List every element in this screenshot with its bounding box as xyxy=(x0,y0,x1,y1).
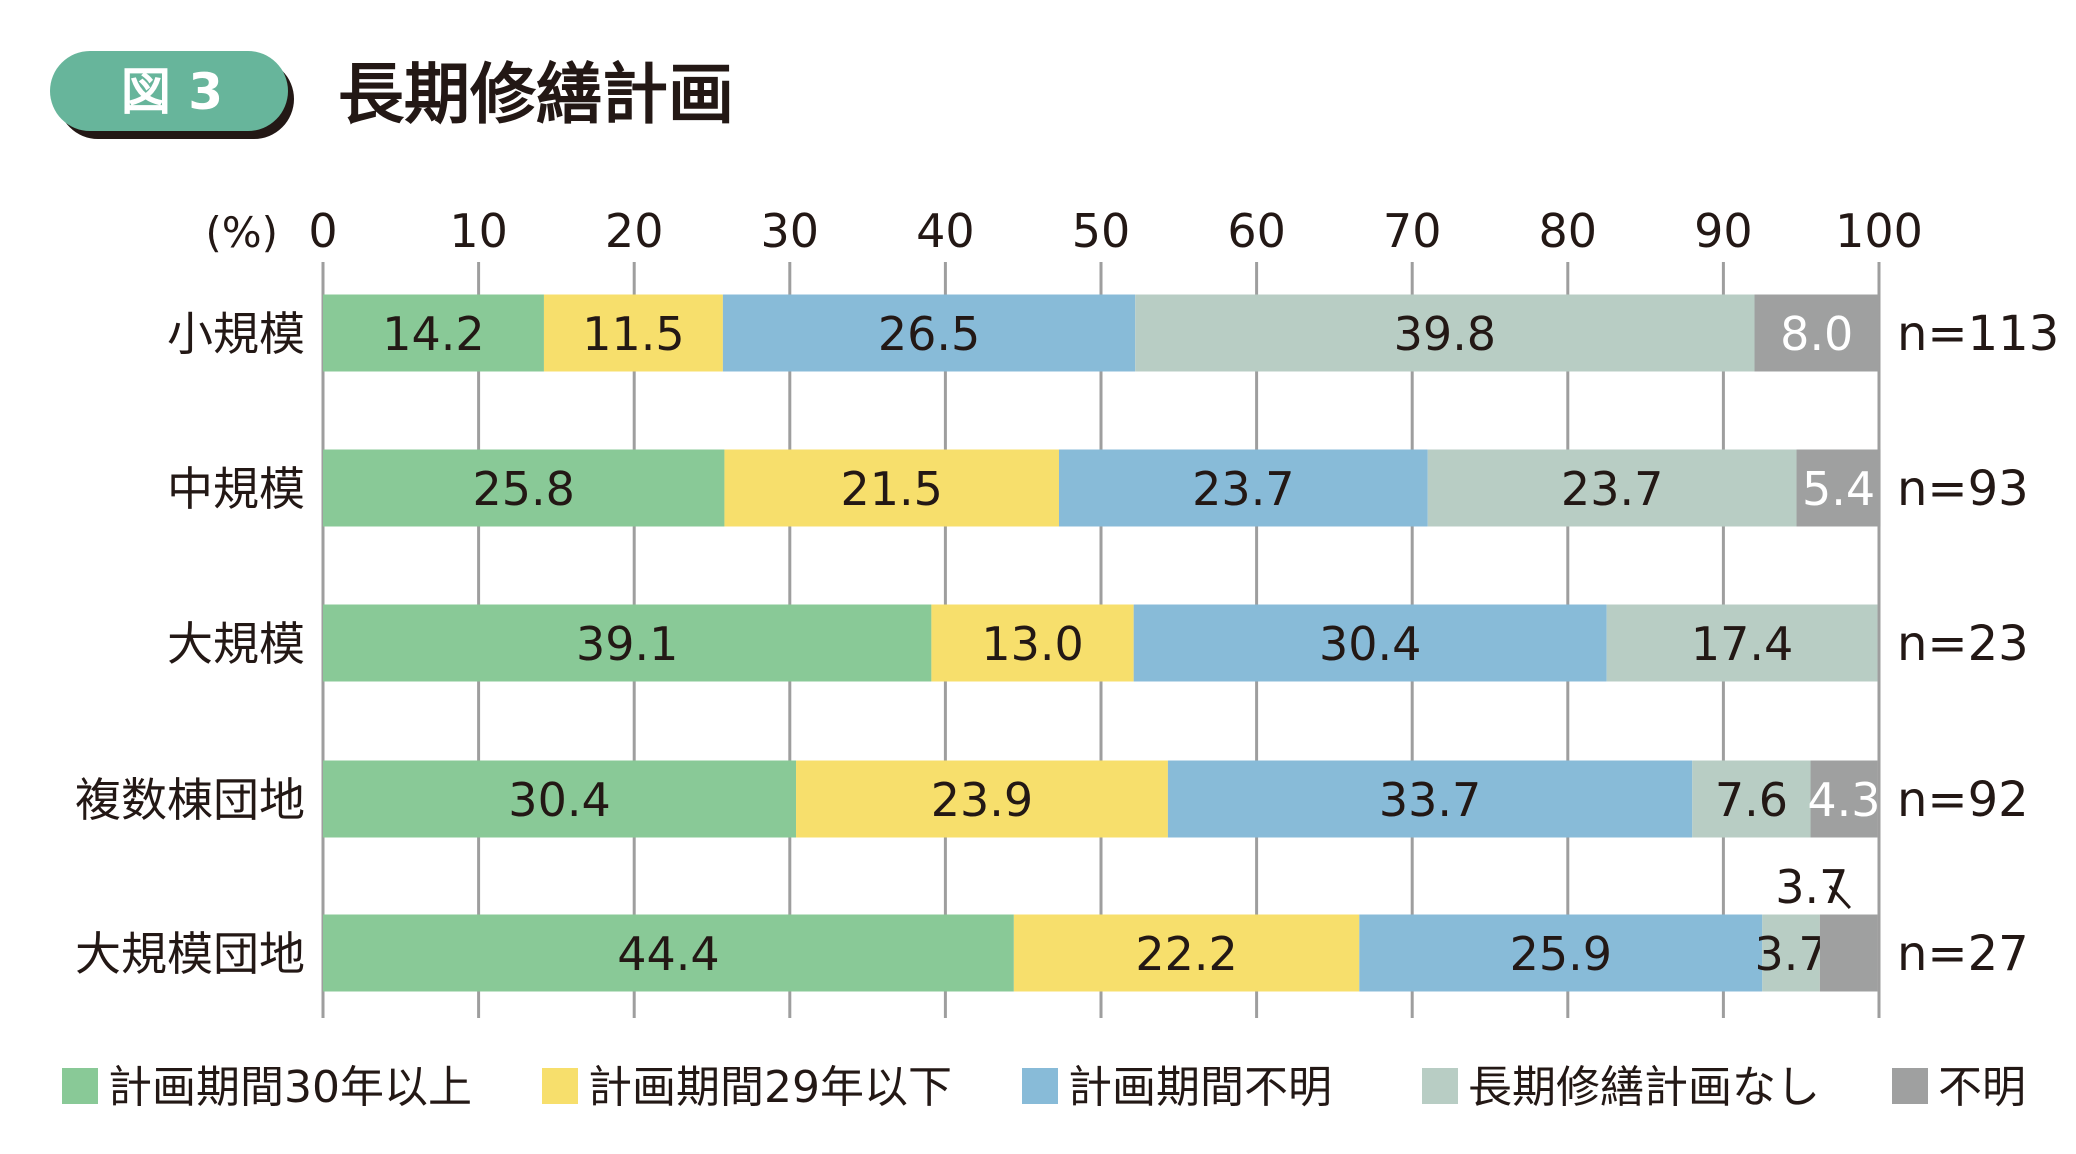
bar-segment xyxy=(323,449,725,527)
data-label: 13.0 xyxy=(981,617,1083,671)
category-label: 大規模団地 xyxy=(75,927,305,981)
bar-segment xyxy=(796,760,1168,838)
unit-label: (%) xyxy=(205,208,278,257)
data-label: 33.7 xyxy=(1379,773,1481,827)
category-label: 中規模 xyxy=(167,462,305,516)
legend-swatch xyxy=(1022,1068,1058,1104)
bar-segment xyxy=(1796,449,1881,527)
x-tick-label: 70 xyxy=(1383,204,1442,258)
bar-segment xyxy=(722,294,1136,372)
data-label: 8.0 xyxy=(1780,307,1853,361)
n-label: n=27 xyxy=(1897,926,2029,982)
n-label: n=93 xyxy=(1897,461,2029,517)
bar-segment xyxy=(1762,914,1820,992)
legend-label: 計画期間不明 xyxy=(1068,1062,1332,1113)
data-label: 4.3 xyxy=(1807,773,1880,827)
badge-label: 図 3 xyxy=(121,63,223,121)
leader-line xyxy=(1828,884,1851,910)
x-tick-label: 80 xyxy=(1539,204,1598,258)
legend-swatch xyxy=(1422,1068,1458,1104)
data-label: 23.9 xyxy=(931,773,1033,827)
bar-segment xyxy=(1013,914,1360,992)
bar-segment xyxy=(724,449,1059,527)
bar-segment xyxy=(1135,294,1755,372)
x-tick-label: 100 xyxy=(1835,204,1923,258)
data-label: 30.4 xyxy=(508,773,610,827)
bar-segment xyxy=(1058,449,1428,527)
data-label: 21.5 xyxy=(841,462,943,516)
legend-swatch xyxy=(62,1068,98,1104)
data-label: 3.7 xyxy=(1755,927,1828,981)
legend-label: 計画期間29年以下 xyxy=(588,1062,952,1113)
data-label: 30.4 xyxy=(1319,617,1421,671)
x-tick-label: 30 xyxy=(761,204,820,258)
data-label: 44.4 xyxy=(617,927,719,981)
category-label: 大規模 xyxy=(167,617,305,671)
legend-swatch xyxy=(542,1068,578,1104)
x-tick-label: 50 xyxy=(1072,204,1131,258)
data-label: 23.7 xyxy=(1561,462,1663,516)
n-label: n=23 xyxy=(1897,616,2029,672)
category-label: 複数棟団地 xyxy=(75,773,305,827)
bar-segment xyxy=(1606,604,1878,682)
data-label: 14.2 xyxy=(382,307,484,361)
x-tick-label: 40 xyxy=(916,204,975,258)
figure-badge: 図 3 xyxy=(50,51,294,139)
legend-label: 計画期間30年以上 xyxy=(108,1062,472,1113)
x-tick-label: 90 xyxy=(1694,204,1753,258)
bar-segment xyxy=(543,294,723,372)
legend-label: 不明 xyxy=(1938,1062,2026,1113)
bar-segment xyxy=(1359,914,1763,992)
data-label: 39.1 xyxy=(576,617,678,671)
chart-title: 長期修繕計画 xyxy=(338,56,734,133)
bar-segment xyxy=(1754,294,1879,372)
data-label: 5.4 xyxy=(1802,462,1875,516)
data-label: 25.9 xyxy=(1510,927,1612,981)
legend-label: 長期修繕計画なし xyxy=(1468,1062,1820,1113)
x-tick-label: 20 xyxy=(605,204,664,258)
data-label: 17.4 xyxy=(1691,617,1793,671)
bar-segment xyxy=(1427,449,1797,527)
bar-segment xyxy=(323,914,1014,992)
x-tick-label: 60 xyxy=(1227,204,1286,258)
data-label: 26.5 xyxy=(878,307,980,361)
data-label: 25.8 xyxy=(473,462,575,516)
x-tick-label: 0 xyxy=(308,204,337,258)
bar-segment xyxy=(323,604,932,682)
badge-background xyxy=(50,51,288,131)
n-label: n=92 xyxy=(1897,772,2029,828)
legend-swatch xyxy=(1892,1068,1928,1104)
bar-segment xyxy=(323,760,797,838)
data-label: 3.7 xyxy=(1775,860,1848,914)
data-label: 39.8 xyxy=(1394,307,1496,361)
bar-segment xyxy=(931,604,1134,682)
bar-segment xyxy=(1819,914,1878,992)
data-label: 7.6 xyxy=(1715,773,1788,827)
bar-segment xyxy=(1167,760,1693,838)
n-label: n=113 xyxy=(1897,306,2059,362)
bar-segment xyxy=(1133,604,1607,682)
x-tick-label: 10 xyxy=(449,204,508,258)
data-label: 23.7 xyxy=(1192,462,1294,516)
data-label: 22.2 xyxy=(1135,927,1237,981)
bar-segment xyxy=(1810,760,1878,838)
bar-segment xyxy=(1692,760,1811,838)
data-label: 11.5 xyxy=(582,307,684,361)
category-label: 小規模 xyxy=(167,307,305,361)
bar-segment xyxy=(323,294,544,372)
